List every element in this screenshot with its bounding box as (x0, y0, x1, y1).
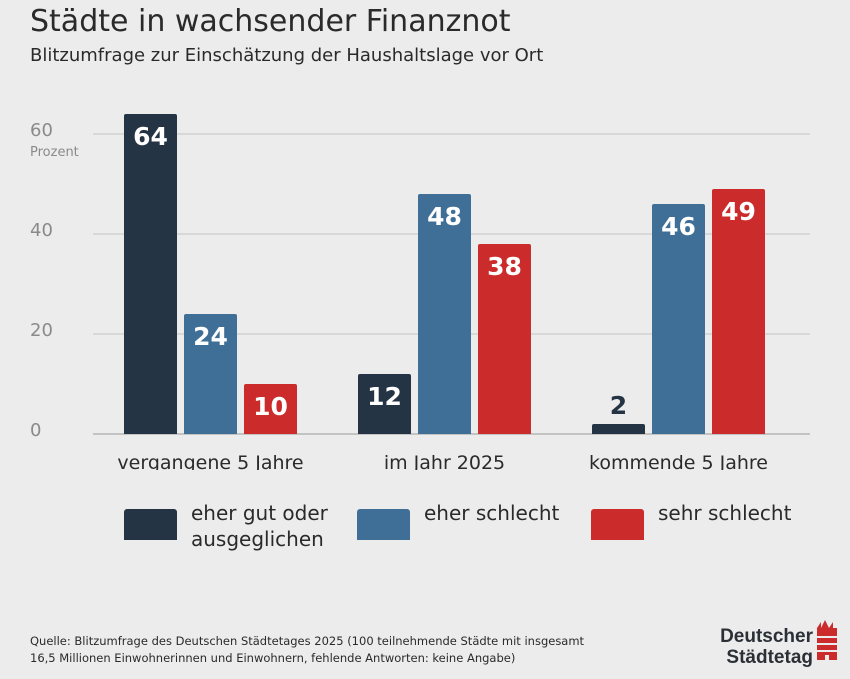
legend-label-good: eher gut oder ausgeglichen (191, 500, 328, 552)
legend-label-very-bad: sehr schlecht (658, 501, 792, 525)
bar (712, 189, 765, 434)
data-label: 12 (367, 382, 402, 411)
data-label: 48 (427, 202, 462, 231)
y-tick-label: 20 (30, 320, 53, 341)
x-tick-label: kommende 5 Jahre (589, 452, 768, 470)
source-note: Quelle: Blitzumfrage des Deutschen Städt… (30, 633, 690, 667)
data-label: 49 (721, 197, 756, 226)
city-crest-icon (817, 620, 837, 660)
source-line-2: 16,5 Millionen Einwohnerinnen und Einwoh… (30, 651, 516, 665)
x-tick-label: im Jahr 2025 (384, 452, 505, 470)
y-tick-label: 40 (30, 220, 53, 241)
legend-label-good-line2: ausgeglichen (191, 527, 324, 551)
y-tick-label: 60 (30, 120, 53, 141)
bar (184, 314, 237, 434)
bar (592, 424, 645, 434)
bar (358, 374, 411, 434)
logo-text-line-1: Deutscher (720, 626, 813, 647)
data-label: 2 (610, 391, 627, 420)
x-tick-label: vergangene 5 Jahre (117, 452, 303, 470)
data-label: 38 (487, 252, 522, 281)
logo-text: Deutscher Städtetag (720, 626, 813, 668)
logo-text-line-2: Städtetag (726, 647, 813, 668)
logo: Deutscher Städtetag (705, 616, 845, 672)
y-axis-label: Prozent (30, 145, 79, 160)
bar (652, 204, 705, 434)
legend-swatch-very-bad (591, 509, 644, 540)
data-label: 24 (193, 322, 228, 351)
legend-item-bad: eher schlecht (357, 500, 559, 540)
data-label: 10 (253, 392, 288, 421)
legend-item-very-bad: sehr schlecht (591, 500, 791, 540)
legend-swatch-bad (357, 509, 410, 540)
y-tick-label: 0 (30, 420, 41, 441)
data-label: 64 (133, 122, 168, 151)
source-line-1: Quelle: Blitzumfrage des Deutschen Städt… (30, 634, 585, 648)
bar (244, 384, 297, 434)
legend-swatch-good (124, 509, 177, 540)
bar-chart: 0 20 40 60 Prozent 64 24 10 vergangene 5 Jahre 12… (30, 114, 810, 470)
legend-label-bad: eher schlecht (424, 501, 560, 525)
legend-item-good: eher gut oder ausgeglichen (124, 500, 328, 552)
bar (478, 244, 531, 434)
data-label: 46 (661, 212, 696, 241)
bar (418, 194, 471, 434)
bar (124, 114, 177, 434)
chart-subtitle: Blitzumfrage zur Einschätzung der Hausha… (30, 45, 544, 66)
legend-label-good-line1: eher gut oder (191, 501, 328, 525)
chart-title: Städte in wachsender Finanznot (30, 4, 511, 39)
